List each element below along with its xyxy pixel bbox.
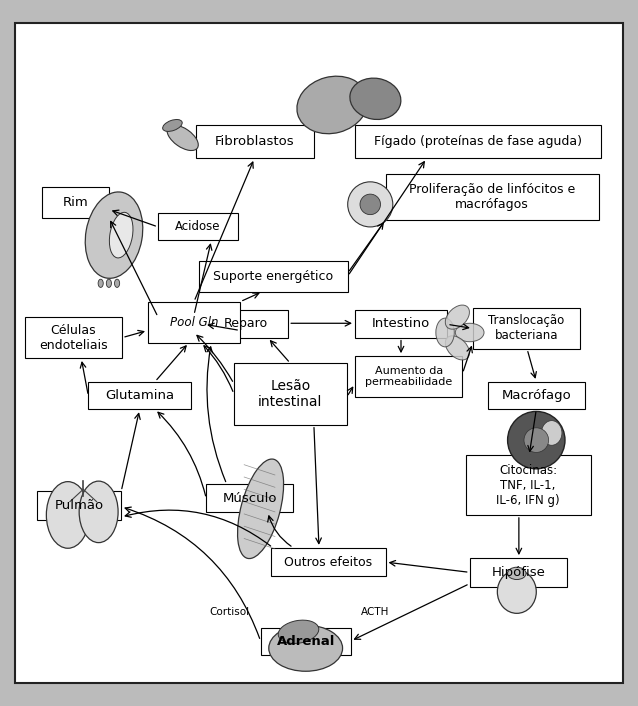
Ellipse shape <box>456 323 484 342</box>
Ellipse shape <box>445 336 470 360</box>
Ellipse shape <box>237 459 284 558</box>
Ellipse shape <box>269 625 343 671</box>
FancyBboxPatch shape <box>488 382 586 409</box>
Ellipse shape <box>79 481 118 543</box>
FancyBboxPatch shape <box>466 455 591 515</box>
Ellipse shape <box>498 570 537 614</box>
Text: Pool Gln: Pool Gln <box>170 316 218 329</box>
Text: Translocação
bacteriana: Translocação bacteriana <box>489 314 565 342</box>
Text: Citocinas:
TNF, IL-1,
IL-6, IFN g): Citocinas: TNF, IL-1, IL-6, IFN g) <box>496 464 560 507</box>
FancyBboxPatch shape <box>196 126 314 158</box>
FancyBboxPatch shape <box>199 261 348 292</box>
Circle shape <box>524 428 549 453</box>
Text: Adrenal: Adrenal <box>276 635 335 648</box>
Text: Pulmão: Pulmão <box>55 499 104 513</box>
FancyBboxPatch shape <box>355 310 447 337</box>
Text: Hipófise: Hipófise <box>491 566 545 579</box>
Ellipse shape <box>436 318 454 347</box>
Text: Acidose: Acidose <box>175 220 221 233</box>
Ellipse shape <box>163 119 182 131</box>
FancyBboxPatch shape <box>148 301 240 342</box>
Text: Macrófago: Macrófago <box>502 389 572 402</box>
FancyBboxPatch shape <box>470 558 567 587</box>
Text: Aumento da
permeabilidade: Aumento da permeabilidade <box>365 366 452 388</box>
Ellipse shape <box>98 279 103 287</box>
FancyBboxPatch shape <box>234 364 346 425</box>
Ellipse shape <box>47 481 89 549</box>
Ellipse shape <box>508 567 526 580</box>
Text: Intestino: Intestino <box>372 317 430 330</box>
Text: Fígado (proteínas de fase aguda): Fígado (proteínas de fase aguda) <box>374 136 582 148</box>
FancyBboxPatch shape <box>385 174 599 220</box>
FancyBboxPatch shape <box>260 628 351 655</box>
FancyBboxPatch shape <box>204 310 288 337</box>
Text: ACTH: ACTH <box>361 607 390 617</box>
Circle shape <box>508 412 565 469</box>
FancyBboxPatch shape <box>355 356 463 397</box>
Text: Fibroblastos: Fibroblastos <box>215 136 295 148</box>
Text: Músculo: Músculo <box>223 491 277 505</box>
FancyBboxPatch shape <box>473 308 581 349</box>
Ellipse shape <box>109 213 133 258</box>
FancyBboxPatch shape <box>89 382 191 409</box>
Text: Outros efeitos: Outros efeitos <box>284 556 373 568</box>
Text: Suporte energético: Suporte energético <box>213 270 334 282</box>
Text: Rim: Rim <box>63 196 89 209</box>
Ellipse shape <box>107 279 112 287</box>
FancyBboxPatch shape <box>206 484 293 512</box>
FancyBboxPatch shape <box>158 213 238 240</box>
FancyBboxPatch shape <box>42 187 109 217</box>
Ellipse shape <box>85 192 143 278</box>
Ellipse shape <box>542 421 562 445</box>
Ellipse shape <box>278 620 319 643</box>
FancyBboxPatch shape <box>271 548 385 576</box>
Text: Lesão
intestinal: Lesão intestinal <box>258 379 322 409</box>
FancyBboxPatch shape <box>37 491 121 520</box>
Circle shape <box>360 194 380 215</box>
FancyBboxPatch shape <box>15 23 623 683</box>
FancyBboxPatch shape <box>25 317 122 358</box>
FancyBboxPatch shape <box>355 126 601 158</box>
Ellipse shape <box>445 305 470 329</box>
Ellipse shape <box>114 279 120 287</box>
Ellipse shape <box>297 76 367 133</box>
Text: Células
endoteliais: Células endoteliais <box>39 323 108 352</box>
Ellipse shape <box>350 78 401 119</box>
Text: Proliferação de linfócitos e
macrófagos: Proliferação de linfócitos e macrófagos <box>409 183 575 210</box>
Text: Reparo: Reparo <box>224 317 269 330</box>
Circle shape <box>348 182 393 227</box>
Ellipse shape <box>167 125 198 150</box>
Text: Glutamina: Glutamina <box>105 389 174 402</box>
Text: Cortisol: Cortisol <box>210 607 250 617</box>
